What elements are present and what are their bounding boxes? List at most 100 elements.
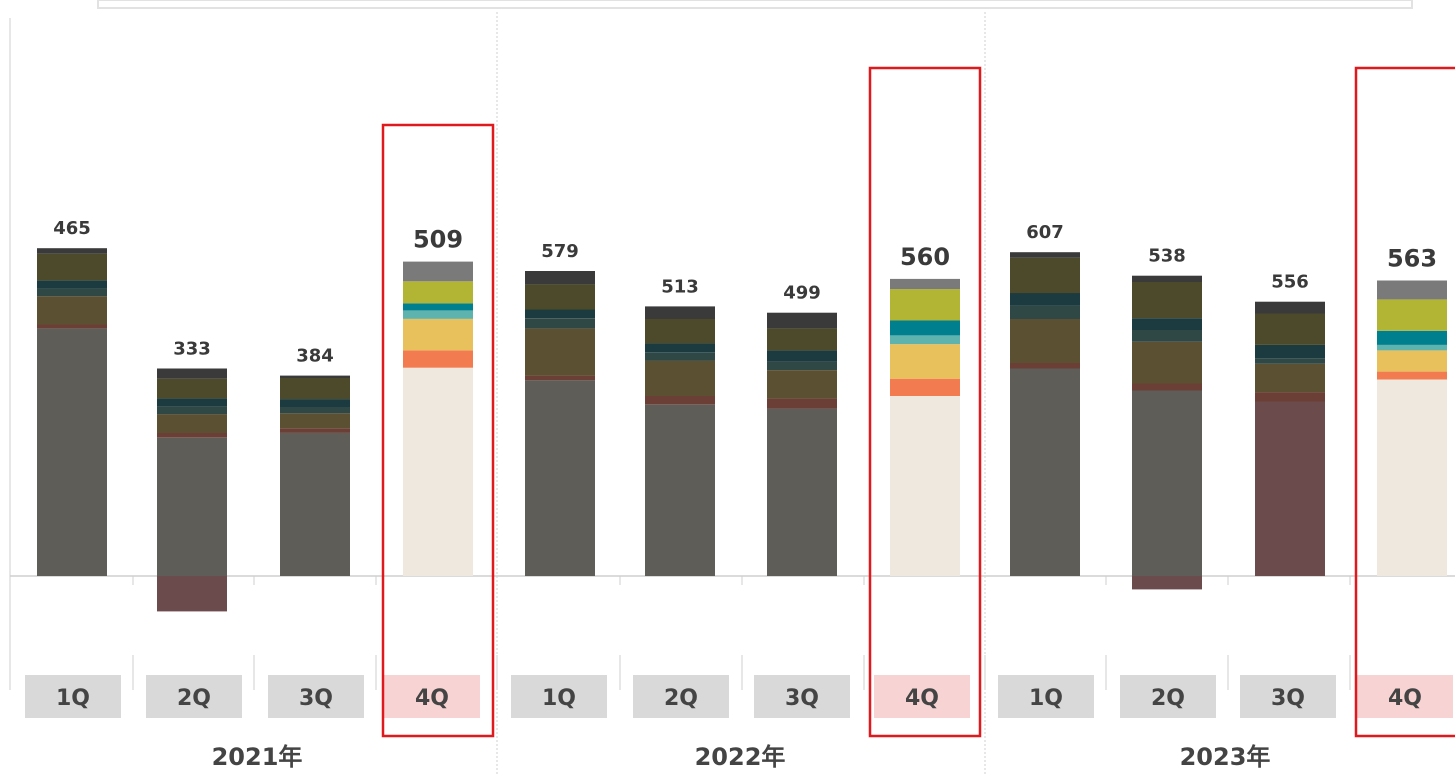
- bar-segment: [525, 380, 595, 576]
- bar-segment: [890, 396, 960, 576]
- bar-segment: [403, 310, 473, 319]
- bar-segment: [890, 335, 960, 345]
- bar-segment: [1377, 299, 1447, 331]
- bar-total-label: 563: [1387, 245, 1437, 273]
- bar-total-label: 556: [1271, 272, 1309, 293]
- quarter-tick-label: 2Q: [1151, 686, 1185, 711]
- bar-segment: [1132, 341, 1202, 384]
- bar-negative-segment: [1132, 576, 1202, 590]
- bar-segment: [1010, 305, 1080, 319]
- bar-segment: [403, 350, 473, 368]
- bar-segment: [525, 375, 595, 381]
- bar-segment: [37, 296, 107, 325]
- bar-segment: [1255, 344, 1325, 359]
- quarter-tick-label: 3Q: [299, 686, 333, 711]
- bar-segment: [403, 319, 473, 351]
- bar-segment: [280, 377, 350, 400]
- bar-segment: [1377, 379, 1447, 576]
- bar-segment: [37, 253, 107, 281]
- bar-segment: [1255, 392, 1325, 402]
- bar-4: [403, 261, 473, 576]
- year-group-label: 2022年: [695, 743, 786, 771]
- bar-segment: [280, 407, 350, 414]
- bar-segment: [767, 328, 837, 351]
- bar-segment: [767, 312, 837, 329]
- bar-segment: [645, 319, 715, 344]
- bar-segment: [1255, 313, 1325, 345]
- bar-segment: [280, 432, 350, 576]
- bar-segment: [280, 399, 350, 407]
- bar-segment: [1255, 301, 1325, 314]
- bar-segment: [1255, 401, 1325, 576]
- quarter-label-bg: [25, 675, 121, 718]
- bar-segment: [890, 320, 960, 336]
- bar-negative-segment: [157, 576, 227, 612]
- quarter-label-bg: [874, 675, 970, 718]
- quarter-label-bg: [998, 675, 1094, 718]
- bar-segment: [280, 375, 350, 378]
- highlight-frame-4q: [1354, 66, 1455, 738]
- bar-segment: [1377, 350, 1447, 372]
- highlight-frame-4q: [381, 123, 495, 738]
- bar-segment: [1377, 344, 1447, 351]
- bar-segment: [645, 360, 715, 396]
- year-group-label: 2023年: [1180, 743, 1271, 771]
- quarter-tick-label: 1Q: [1029, 686, 1063, 711]
- bar-segment: [767, 361, 837, 370]
- quarter-tick-label: 4Q: [1388, 686, 1422, 711]
- bar-total-label: 579: [541, 241, 579, 262]
- bar-segment: [1010, 252, 1080, 258]
- bar-total-label: 333: [173, 339, 211, 360]
- bar-segment: [1255, 358, 1325, 364]
- bar-segment: [1377, 330, 1447, 345]
- bar-segment: [645, 343, 715, 353]
- quarter-label-bg: [1357, 675, 1453, 718]
- bar-segment: [767, 398, 837, 409]
- bar-segment: [645, 404, 715, 576]
- bar-segment: [1010, 319, 1080, 363]
- grid-layer: [9, 12, 1455, 775]
- bar-segment: [157, 414, 227, 433]
- bar-segment: [37, 328, 107, 576]
- quarter-tick-label: 3Q: [1271, 686, 1305, 711]
- bar-segment: [1010, 257, 1080, 294]
- bar-total-label: 509: [413, 226, 463, 254]
- bar-segment: [1255, 363, 1325, 393]
- bar-3: [280, 375, 350, 576]
- bars-layer: [37, 248, 1447, 612]
- bar-9: [1010, 252, 1080, 576]
- bar-segment: [1377, 280, 1447, 300]
- bar-segment: [37, 288, 107, 297]
- bar-segment: [403, 281, 473, 304]
- bar-segment: [37, 248, 107, 254]
- quarter-tick-label: 1Q: [542, 686, 576, 711]
- bar-segment: [1132, 282, 1202, 319]
- bar-segment: [403, 367, 473, 576]
- bar-7: [767, 312, 837, 576]
- bar-segment: [767, 408, 837, 576]
- bar-segment: [37, 324, 107, 329]
- year-group-label: 2021年: [212, 743, 303, 771]
- bar-segment: [1010, 368, 1080, 576]
- bar-total-label: 560: [900, 243, 950, 271]
- highlight-frame-4q: [868, 66, 982, 738]
- bar-segment: [767, 370, 837, 399]
- quarter-label-bg: [633, 675, 729, 718]
- bar-segment: [157, 378, 227, 399]
- top-frame: [97, 0, 1413, 9]
- bar-segment: [403, 261, 473, 282]
- bar-segment: [525, 271, 595, 285]
- bar-segment: [645, 396, 715, 405]
- bar-segment: [157, 437, 227, 576]
- bar-6: [645, 306, 715, 576]
- labels-layer: 465 333 384 509 579 513 499 560 607 538 556 563 1Q 2Q…: [25, 218, 1453, 771]
- bar-2: [157, 368, 227, 612]
- bar-total-label: 513: [661, 276, 699, 297]
- bar-segment: [525, 328, 595, 376]
- bar-segment: [1132, 330, 1202, 342]
- bar-segment: [890, 278, 960, 290]
- bar-11: [1255, 301, 1325, 576]
- quarter-label-bg: [1240, 675, 1336, 718]
- bar-segment: [1132, 318, 1202, 330]
